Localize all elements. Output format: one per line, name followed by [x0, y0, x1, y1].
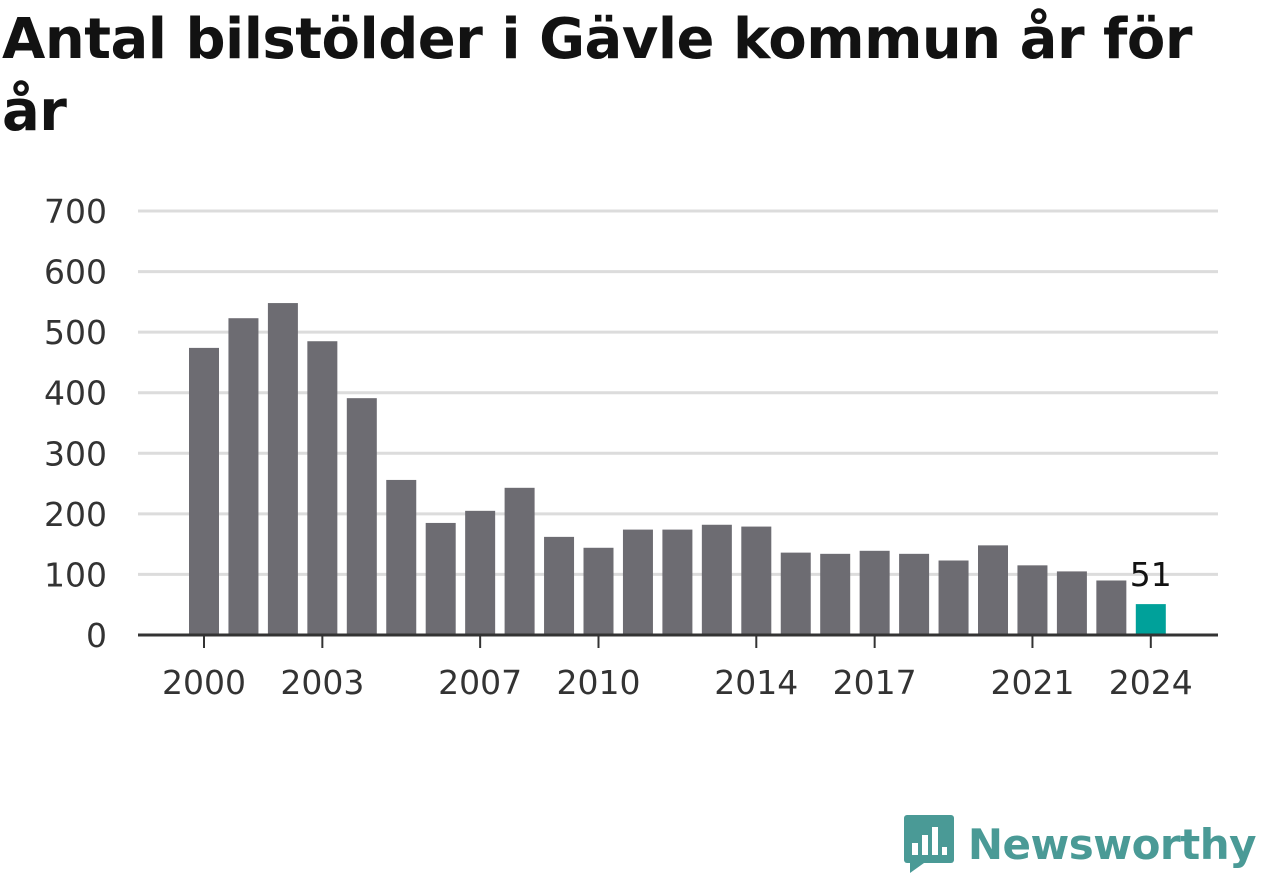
x-tick-label: 2007: [438, 663, 522, 702]
bar-2019: [938, 560, 969, 635]
value-labels: 51: [1130, 555, 1172, 594]
bar-2003: [307, 341, 338, 635]
chart-title: Antal bilstölder i Gävle kommun år för å…: [2, 7, 1193, 144]
bar-2016: [820, 553, 851, 635]
y-tick-label: 700: [44, 192, 107, 231]
bar-2004: [346, 398, 377, 635]
value-label-2024: 51: [1130, 555, 1172, 594]
y-tick-label: 500: [44, 313, 107, 352]
x-tick-label: 2021: [990, 663, 1074, 702]
x-tick-label: 2017: [833, 663, 917, 702]
bar-2013: [701, 524, 732, 635]
bar-2024: [1135, 604, 1166, 635]
x-tick-label: 2003: [280, 663, 364, 702]
brand-name: Newsworthy: [967, 819, 1257, 869]
y-tick-label: 200: [44, 495, 107, 534]
x-axis: [138, 633, 1218, 648]
bar-2023: [1096, 580, 1127, 635]
gridlines: [138, 209, 1218, 576]
bar-2015: [780, 552, 811, 635]
bar-2010: [583, 547, 614, 635]
x-tick-label: 2014: [714, 663, 798, 702]
y-tick-label: 100: [44, 555, 107, 594]
y-tick-label: 400: [44, 374, 107, 413]
bar-chart-speech-bubble-icon: [903, 815, 954, 873]
bar-2001: [228, 318, 259, 635]
bars: [189, 303, 1166, 635]
bar-2022: [1056, 571, 1087, 635]
bar-2005: [386, 479, 417, 635]
y-tick-label: 300: [44, 434, 107, 473]
y-axis-tick-labels: 0 100 200 300 400 500 600 700: [44, 192, 107, 655]
x-axis-tick-labels: 2000 2003 2007 2010 2014 2017 2021 2024: [162, 663, 1193, 702]
bar-2006: [425, 522, 456, 635]
bar-2017: [859, 550, 890, 635]
bar-2020: [978, 545, 1008, 635]
bar-2018: [899, 553, 930, 635]
newsworthy-logo: Newsworthy: [903, 815, 1257, 873]
bar-2014: [741, 526, 772, 635]
x-tick-label: 2024: [1109, 663, 1193, 702]
y-tick-label: 600: [44, 253, 107, 292]
bar-2012: [662, 529, 693, 635]
x-tick-label: 2000: [162, 663, 246, 702]
bar-2007: [465, 510, 496, 635]
bar-2011: [622, 529, 653, 635]
bar-2002: [267, 303, 298, 635]
bar-2021: [1017, 565, 1048, 635]
bar-2000: [189, 347, 219, 635]
y-tick-label: 0: [86, 616, 107, 655]
bar-2008: [504, 487, 535, 635]
bar-2009: [544, 536, 575, 635]
x-tick-label: 2010: [557, 663, 641, 702]
